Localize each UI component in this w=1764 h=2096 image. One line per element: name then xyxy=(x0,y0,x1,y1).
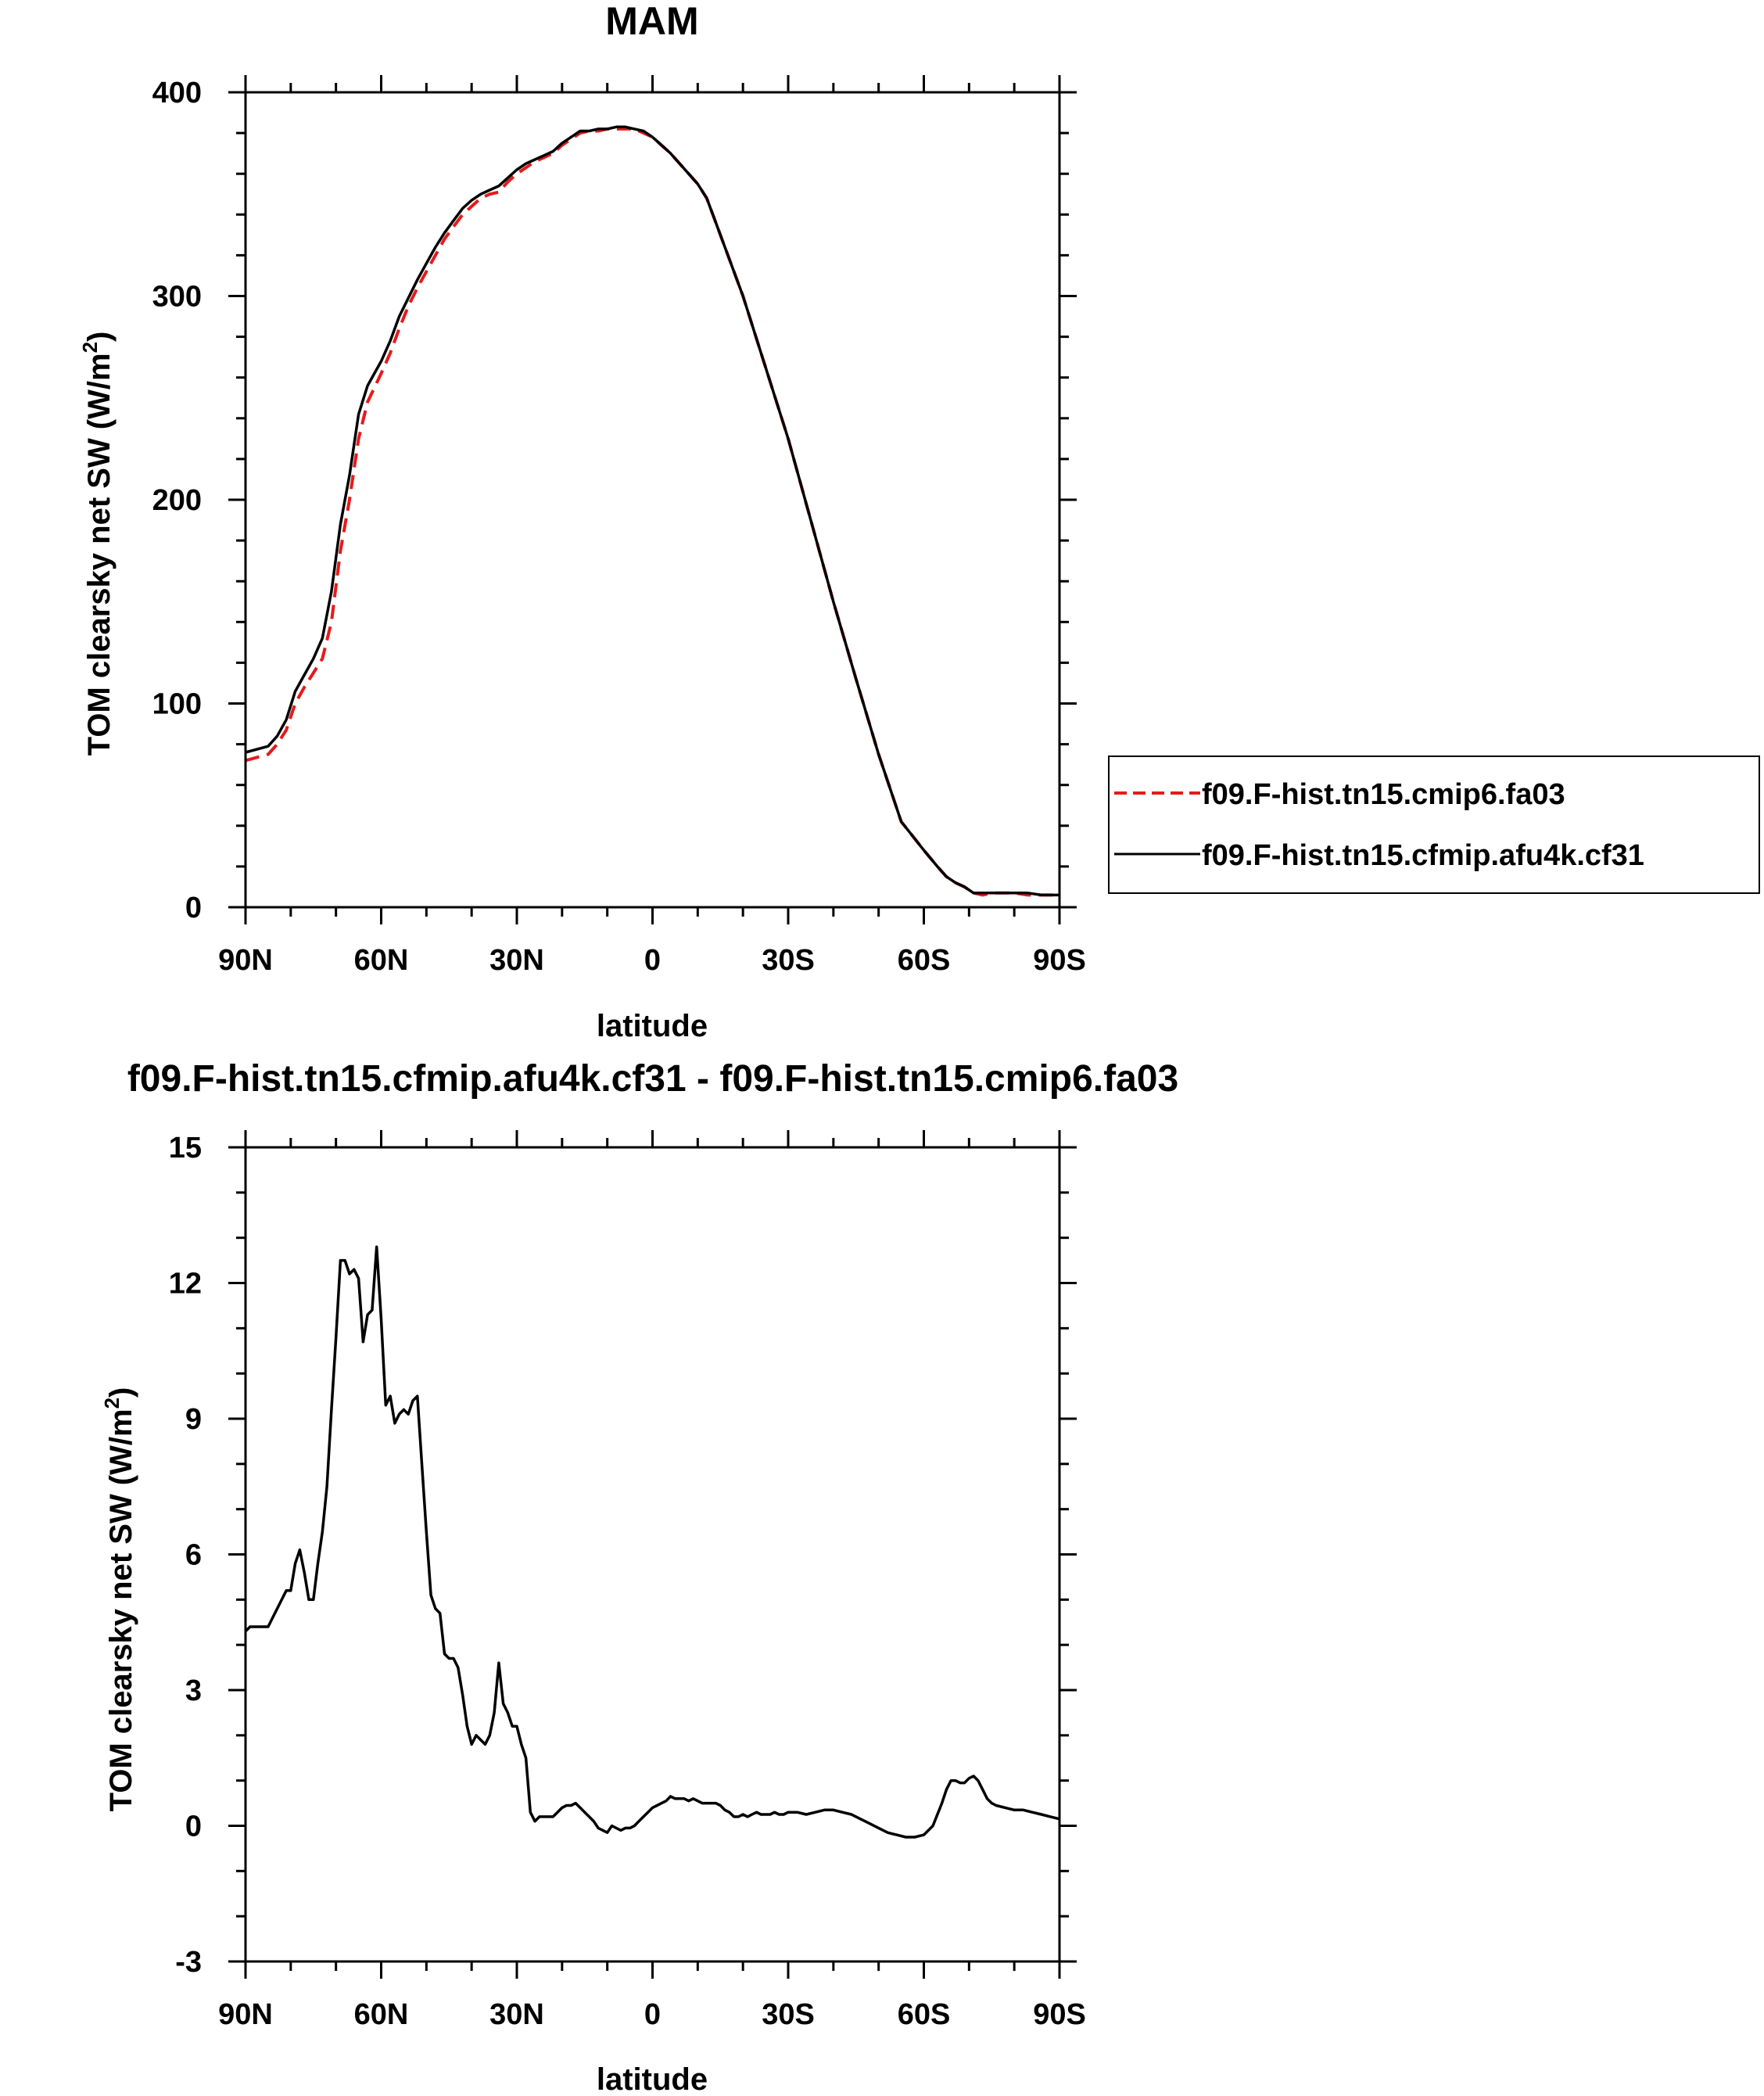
top-panel-x-tick-labels: 90N 60N 30N 0 30S 60S 90S xyxy=(218,944,1086,977)
top-panel-series xyxy=(245,125,1059,897)
bottom-panel-x-tick-labels: 90N 60N 30N 0 30S 60S 90S xyxy=(218,1998,1086,2031)
x-tick-label: 90N xyxy=(218,944,273,977)
top-panel-x-axis-label: latitude xyxy=(597,1009,708,1043)
y-tick-label: 100 xyxy=(152,688,202,721)
top-y-label-main: TOM clearsky net SW (W/m xyxy=(82,353,117,755)
top-panel-title: MAM xyxy=(605,0,698,43)
x-tick-label: 90N xyxy=(218,1998,273,2031)
bottom-panel-y-axis-label: TOM clearsky net SW (W/m2) xyxy=(100,1387,138,1812)
top-y-label-superscript: 2 xyxy=(78,342,102,353)
bottom-y-label-main: TOM clearsky net SW (W/m xyxy=(104,1409,138,1811)
bottom-panel-y-tick-labels: -3 0 3 6 9 12 15 xyxy=(169,1132,202,1979)
top-panel-ticks xyxy=(228,75,1077,924)
top-panel-frame xyxy=(244,91,1061,909)
legend-box xyxy=(1108,755,1760,894)
x-tick-label: 0 xyxy=(644,944,661,977)
top-panel: MAM 90N 60N 30N 0 30S 60S 90S 0 100 200 300 400 la… xyxy=(78,0,1760,1043)
bottom-panel-x-axis-label: latitude xyxy=(597,2062,708,2096)
y-tick-label: 0 xyxy=(185,892,202,924)
bottom-panel: f09.F-hist.tn15.cfmip.afu4k.cf31 - f09.F… xyxy=(100,1058,1178,2096)
bottom-y-label-close: ) xyxy=(104,1387,138,1398)
x-tick-label: 60S xyxy=(898,944,951,977)
bottom-panel-ticks xyxy=(228,1130,1077,1979)
x-tick-label: 60S xyxy=(898,1998,951,2031)
legend-label-cmip6: f09.F-hist.tn15.cmip6.fa03 xyxy=(1202,778,1565,811)
y-tick-label: 9 xyxy=(185,1403,202,1436)
y-tick-label: 200 xyxy=(152,484,202,517)
bottom-panel-series xyxy=(244,1245,1060,1839)
top-panel-y-axis-label: TOM clearsky net SW (W/m2) xyxy=(78,332,117,756)
y-tick-label: 12 xyxy=(169,1268,202,1301)
top-panel-y-tick-labels: 0 100 200 300 400 xyxy=(152,77,202,924)
y-tick-label: 3 xyxy=(185,1674,202,1707)
x-tick-label: 0 xyxy=(644,1998,661,2031)
x-tick-label: 30S xyxy=(762,1998,815,2031)
bottom-panel-title: f09.F-hist.tn15.cfmip.afu4k.cf31 - f09.F… xyxy=(127,1058,1178,1100)
series-line-difference xyxy=(244,1245,1060,1839)
series-line-f09-f-hist-tn15-cmip6-fa03 xyxy=(245,127,1059,897)
bottom-panel-frame xyxy=(244,1146,1061,1963)
x-tick-label: 30N xyxy=(489,944,544,977)
x-tick-label: 90S xyxy=(1033,1998,1086,2031)
y-tick-label: 0 xyxy=(185,1811,202,1843)
y-tick-label: 6 xyxy=(185,1539,202,1572)
series-line-f09-f-hist-tn15-cfmip-afu4k-cf31 xyxy=(245,125,1059,897)
x-tick-label: 90S xyxy=(1033,944,1086,977)
legend-label-cfmip: f09.F-hist.tn15.cfmip.afu4k.cf31 xyxy=(1202,839,1644,872)
x-tick-label: 60N xyxy=(354,1998,409,2031)
y-tick-label: 300 xyxy=(152,281,202,314)
top-y-label-close: ) xyxy=(82,332,117,342)
y-tick-label: -3 xyxy=(175,1946,202,1979)
y-tick-label: 400 xyxy=(152,77,202,109)
legend: f09.F-hist.tn15.cmip6.fa03 f09.F-hist.tn… xyxy=(1108,755,1760,894)
x-tick-label: 30S xyxy=(762,944,815,977)
x-tick-label: 60N xyxy=(354,944,409,977)
y-tick-label: 15 xyxy=(169,1132,202,1165)
x-tick-label: 30N xyxy=(489,1998,544,2031)
bottom-y-label-superscript: 2 xyxy=(100,1398,124,1409)
